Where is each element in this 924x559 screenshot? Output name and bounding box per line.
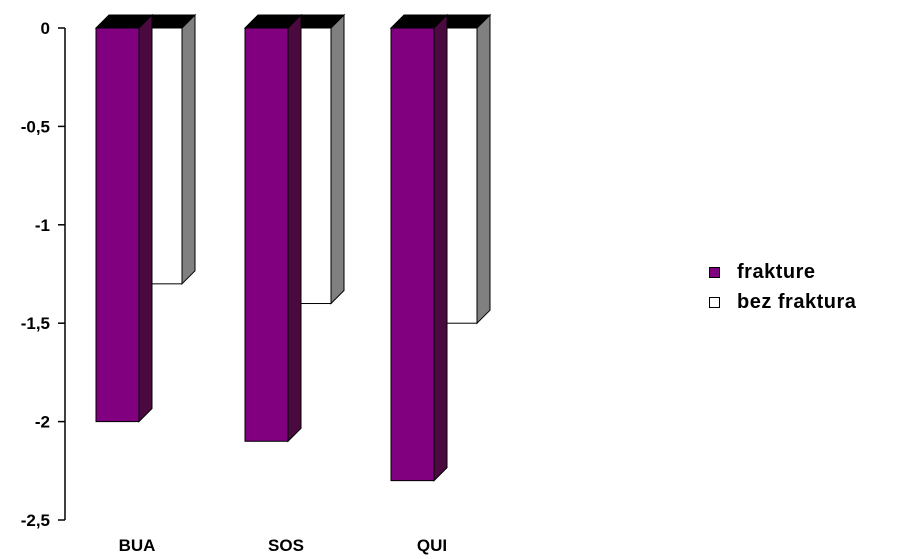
- bar-side-face: [433, 13, 448, 482]
- bar-side-face: [181, 13, 196, 286]
- x-tick-label-sos: SOS: [268, 536, 304, 555]
- bar-side-face: [287, 13, 302, 443]
- bar-frakture-1: [243, 13, 303, 443]
- legend-item-frakture: frakture: [709, 258, 856, 286]
- bar-side-face: [476, 13, 491, 325]
- bar-side-face: [330, 13, 345, 305]
- bar-side-face: [138, 13, 153, 423]
- y-tick-label: -0,5: [21, 117, 50, 136]
- x-tick-label-bua: BUA: [119, 536, 156, 555]
- legend-swatch-bez-fraktura: [709, 296, 720, 308]
- y-tick-label: -1: [35, 216, 50, 235]
- y-tick-label: -1,5: [21, 314, 50, 333]
- legend-swatch-frakture: [709, 266, 720, 278]
- y-tick-label: -2,5: [21, 511, 50, 530]
- legend-item-bez-fraktura: bez fraktura: [709, 288, 856, 316]
- bar-frakture-2: [389, 13, 449, 482]
- legend: frakture bez fraktura: [709, 258, 856, 318]
- y-tick-label: -2: [35, 413, 50, 432]
- bar-front-face: [95, 27, 140, 423]
- bar-front-face: [390, 27, 435, 482]
- bar-frakture-0: [94, 13, 154, 423]
- x-tick-label-qui: QUI: [417, 536, 447, 555]
- y-tick-label: 0: [41, 19, 50, 38]
- legend-label-frakture: frakture: [737, 260, 816, 283]
- legend-label-bez-fraktura: bez fraktura: [737, 290, 857, 313]
- bar-front-face: [244, 27, 289, 442]
